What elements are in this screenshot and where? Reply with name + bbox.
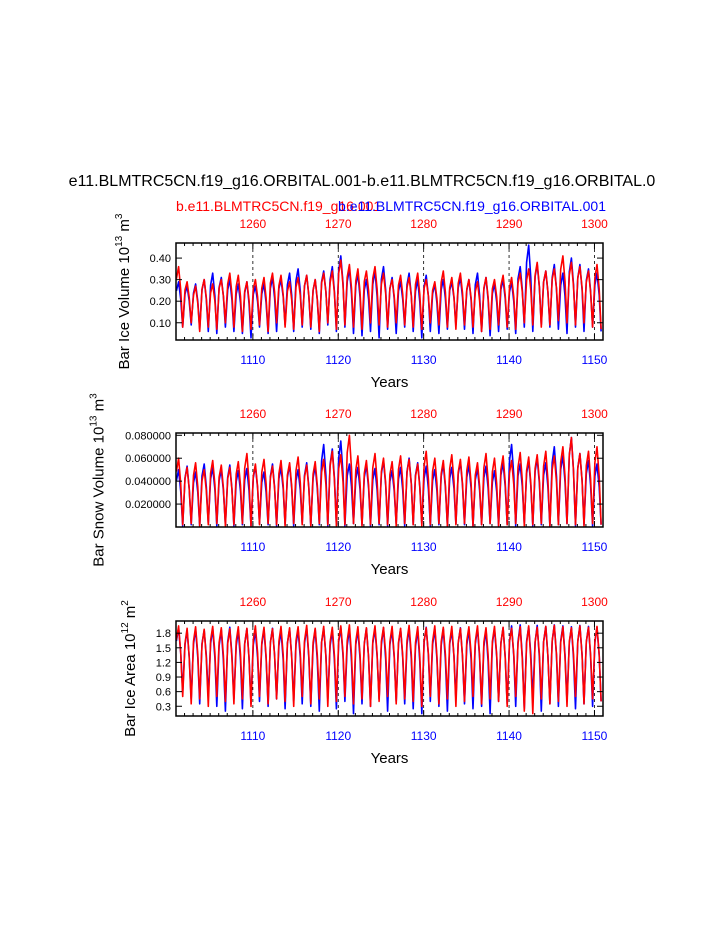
x-top-tick-label: 1290: [496, 407, 523, 421]
x-tick-label: 1150: [582, 353, 608, 367]
x-tick-label: 1120: [325, 540, 351, 554]
x-tick-label: 1120: [325, 353, 351, 367]
y-axis-label-exponent: 3: [89, 393, 100, 399]
y-axis-label-part: Bar Ice Area 10: [122, 633, 139, 736]
y-axis-label: Bar Snow Volume 1013 m3: [89, 393, 108, 567]
x-tick-label: 1140: [496, 729, 522, 743]
y-axis-label: Bar Ice Volume 1013 m3: [114, 213, 133, 369]
y-axis-label-part: m: [91, 399, 108, 416]
x-top-tick-label: 1280: [410, 407, 437, 421]
x-top-tick-label: 1290: [496, 595, 523, 609]
y-tick-label: 0.30: [150, 275, 171, 287]
series-group: [176, 244, 602, 339]
x-top-tick-label: 1290: [496, 217, 523, 231]
y-tick-label: 0.20: [150, 296, 171, 308]
figure-title: e11.BLMTRC5CN.f19_g16.ORBITAL.001-b.e11.…: [69, 173, 656, 190]
panel-ice-volume: 1110 1120 1130 1140 1150 1260 1270 1280 1290 1300…: [114, 213, 608, 391]
x-tick-label: 1110: [240, 353, 265, 367]
y-tick-label: 0.3: [156, 701, 171, 713]
x-axis-label: Years: [371, 561, 409, 578]
x-top-tick-label: 1270: [325, 595, 352, 609]
x-top-tick-label: 1260: [240, 407, 267, 421]
x-axis-label: Years: [371, 750, 409, 767]
y-axis-label-exponent: 2: [120, 600, 131, 606]
y-axis-label-exponent: 3: [114, 213, 125, 219]
y-tick-label: 1.8: [156, 628, 171, 640]
y-tick-label: 0.040000: [125, 476, 171, 488]
x-top-tick-label: 1300: [581, 217, 608, 231]
x-tick-label: 1130: [411, 353, 437, 367]
y-tick-label: 1.5: [156, 643, 171, 655]
y-tick-label: 0.10: [150, 318, 171, 330]
y-axis-label-part: m: [116, 219, 133, 236]
x-axis-label: Years: [371, 374, 409, 391]
y-axis-label-part: m: [122, 606, 139, 623]
x-tick-label: 1110: [240, 729, 265, 743]
x-tick-label: 1150: [582, 540, 608, 554]
x-top-tick-label: 1270: [325, 217, 352, 231]
y-tick-label: 0.6: [156, 687, 171, 699]
y-axis-label-part: Bar Ice Volume 10: [116, 247, 133, 370]
x-top-tick-label: 1270: [325, 407, 352, 421]
y-tick-label: 0.40: [150, 253, 171, 265]
series-line-red: [176, 255, 602, 333]
x-top-tick-label: 1300: [581, 595, 608, 609]
case-label-red: b.e11.BLMTRC5CN.f19_g16.001: [176, 198, 381, 214]
x-tick-label: 1150: [582, 729, 608, 743]
x-tick-label: 1130: [411, 540, 437, 554]
x-tick-label: 1120: [325, 729, 351, 743]
series-line-red: [176, 624, 602, 715]
x-tick-label: 1140: [496, 353, 522, 367]
x-top-tick-label: 1260: [240, 217, 267, 231]
y-tick-label: 0.080000: [125, 430, 171, 442]
y-tick-label: 1.2: [156, 657, 171, 669]
y-tick-label: 0.020000: [125, 499, 171, 511]
x-top-tick-label: 1280: [410, 595, 437, 609]
y-axis-label-exponent: 13: [114, 235, 125, 247]
y-axis-label-exponent: 12: [120, 622, 131, 634]
x-top-tick-label: 1260: [240, 595, 267, 609]
y-axis-label: Bar Ice Area 1012 m2: [120, 600, 139, 737]
y-axis-label-exponent: 13: [89, 415, 100, 427]
y-tick-label: 0.060000: [125, 453, 171, 465]
series-line-red: [176, 434, 602, 527]
x-top-tick-label: 1280: [410, 217, 437, 231]
x-tick-label: 1140: [496, 540, 522, 554]
series-group: [176, 624, 602, 715]
x-tick-label: 1130: [411, 729, 437, 743]
x-top-tick-label: 1300: [581, 407, 608, 421]
series-group: [176, 434, 602, 527]
x-tick-label: 1110: [240, 540, 265, 554]
case-label-blue: b.e11.BLMTRC5CN.f19_g16.ORBITAL.001: [338, 198, 606, 214]
panel-snow-volume: 1110 1120 1130 1140 1150 1260 1270 1280 1290 1300…: [89, 393, 609, 578]
panel-ice-area: 1110 1120 1130 1140 1150 1260 1270 1280 1290 1300…: [120, 595, 608, 767]
y-tick-label: 0.9: [156, 672, 171, 684]
y-axis-label-part: Bar Snow Volume 10: [91, 427, 108, 567]
